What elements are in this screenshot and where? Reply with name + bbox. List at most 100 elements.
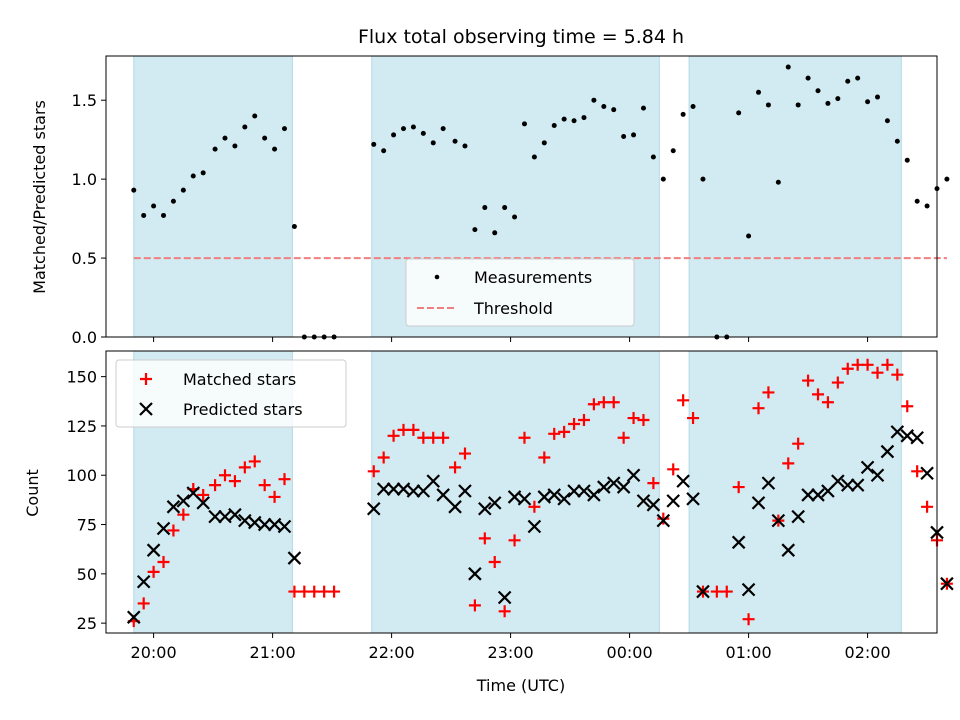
- predicted-point: [577, 484, 591, 498]
- measurement-point: [482, 205, 488, 211]
- measurement-point: [410, 124, 416, 130]
- top-ytick-label: 1.5: [72, 91, 97, 110]
- predicted-point: [587, 488, 601, 502]
- matched-point: [667, 463, 680, 476]
- predicted-point: [426, 474, 441, 488]
- predicted-point: [751, 496, 766, 510]
- measurement-point: [640, 105, 646, 111]
- matched-point: [881, 358, 894, 371]
- bottom-shaded-span: [371, 350, 660, 634]
- top-legend: Measurements Threshold: [405, 258, 635, 327]
- bottom-legend: Matched stars Predicted stars: [115, 359, 347, 428]
- measurement-point: [440, 126, 446, 132]
- measurement-point: [765, 102, 771, 108]
- measurement-point: [190, 173, 196, 179]
- xtick-label: 20:00: [131, 643, 177, 662]
- predicted-point: [436, 488, 450, 502]
- matched-point: [538, 451, 551, 464]
- top-shaded-span: [688, 55, 902, 338]
- measurement-point: [650, 154, 656, 160]
- measurement-point: [561, 116, 567, 122]
- predicted-point: [126, 610, 141, 625]
- bottom-ytick-label: 100: [66, 466, 97, 485]
- measurement-point: [420, 130, 426, 136]
- bottom-axes-frame: [105, 350, 938, 634]
- matched-point: [468, 599, 481, 612]
- predicted-point: [801, 488, 815, 502]
- xtick-label: 23:00: [488, 643, 534, 662]
- top-ytick-label: 0.5: [72, 249, 97, 268]
- measurement-point: [541, 140, 547, 146]
- measurement-point: [371, 141, 377, 147]
- matched-point: [367, 465, 380, 478]
- legend-measurements-label: Measurements: [474, 268, 592, 287]
- xtick-label: 00:00: [607, 643, 653, 662]
- measurement-point: [746, 233, 752, 239]
- measurement-point: [262, 135, 268, 141]
- bottom-ytick-label: 150: [66, 368, 97, 387]
- measurement-point: [531, 154, 537, 160]
- bottom-ytick-label: 50: [77, 565, 97, 584]
- predicted-point: [696, 584, 710, 599]
- matched-point: [518, 431, 531, 444]
- bottom-ylabel: Count: [23, 469, 42, 517]
- matched-point: [177, 508, 190, 521]
- matched-point: [437, 431, 450, 444]
- measurement-point: [462, 143, 468, 149]
- matched-point: [657, 512, 670, 525]
- measurement-point: [894, 138, 900, 144]
- xtick-label: 22:00: [369, 643, 415, 662]
- predicted-point: [406, 484, 421, 498]
- matched-point: [732, 481, 745, 494]
- matched-point: [248, 455, 261, 468]
- matched-point: [687, 412, 700, 425]
- predicted-point: [468, 567, 482, 581]
- bottom-ytick-label: 125: [66, 417, 97, 436]
- xlabel: Time (UTC): [476, 676, 565, 695]
- measurement-point: [151, 203, 157, 209]
- predicted-point: [228, 507, 242, 522]
- matched-point: [821, 396, 834, 409]
- matched-point: [742, 613, 755, 626]
- predicted-point: [156, 521, 171, 536]
- matched-point: [921, 500, 934, 513]
- measurement-point: [131, 187, 137, 193]
- matched-point: [762, 386, 775, 399]
- matched-point: [498, 605, 511, 618]
- measurement-point: [502, 205, 508, 211]
- predicted-point: [890, 425, 905, 439]
- measurement-point: [884, 118, 890, 124]
- matched-point: [901, 400, 914, 413]
- measurement-point: [736, 110, 742, 116]
- predicted-point: [646, 498, 661, 512]
- measurement-point: [756, 89, 762, 95]
- matched-point: [720, 585, 733, 598]
- matched-point: [407, 423, 420, 436]
- predicted-point: [860, 460, 875, 475]
- matched-point: [488, 556, 501, 569]
- matched-point: [218, 469, 231, 482]
- measurement-point: [855, 75, 861, 81]
- top-legend-box: [405, 258, 635, 327]
- measurement-point: [200, 170, 206, 176]
- legend-threshold-label: Threshold: [473, 299, 553, 318]
- measurement-point: [944, 176, 950, 182]
- predicted-point: [277, 519, 292, 534]
- measurement-point: [141, 212, 147, 218]
- predicted-point: [636, 494, 651, 508]
- measurement-point: [521, 121, 527, 127]
- measurement-point: [601, 104, 607, 110]
- matched-point: [157, 556, 170, 569]
- predicted-point: [458, 484, 472, 498]
- measurement-point: [914, 198, 920, 204]
- predicted-point: [567, 484, 581, 498]
- bottom-shaded-span: [688, 350, 902, 634]
- matched-point: [377, 451, 390, 464]
- predicted-point: [517, 492, 532, 506]
- measurement-point: [825, 100, 831, 106]
- matched-point: [792, 437, 805, 450]
- matched-point: [861, 358, 874, 371]
- measurement-point: [512, 214, 518, 220]
- predicted-point: [376, 482, 391, 496]
- xtick-label: 01:00: [726, 643, 772, 662]
